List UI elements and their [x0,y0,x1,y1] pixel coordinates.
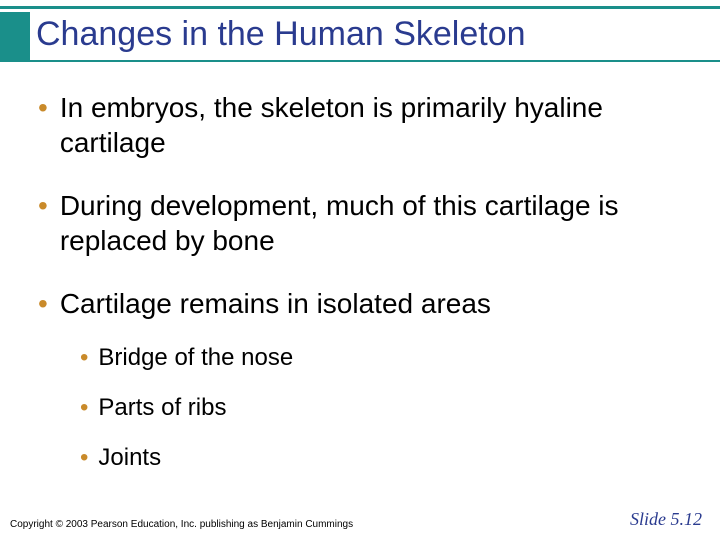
bullet-text: In embryos, the skeleton is primarily hy… [60,90,688,160]
slide-body: • In embryos, the skeleton is primarily … [38,90,688,493]
bullet-icon: • [38,286,48,321]
bullet-icon: • [80,443,88,473]
title-underline [0,60,720,62]
bullet-icon: • [80,393,88,423]
sub-bullet-item: • Bridge of the nose [80,343,688,373]
sub-bullet-item: • Joints [80,443,688,473]
bullet-text: Cartilage remains in isolated areas [60,286,491,321]
bullet-icon: • [38,90,48,125]
sub-bullet-text: Parts of ribs [98,393,226,423]
bullet-icon: • [38,188,48,223]
bullet-text: During development, much of this cartila… [60,188,688,258]
bullet-icon: • [80,343,88,373]
bullet-item: • Cartilage remains in isolated areas [38,286,688,321]
bullet-item: • In embryos, the skeleton is primarily … [38,90,688,160]
copyright-text: Copyright © 2003 Pearson Education, Inc.… [10,519,353,530]
slide-title: Changes in the Human Skeleton [36,15,526,54]
bullet-item: • During development, much of this carti… [38,188,688,258]
header-accent-block [0,12,30,60]
sub-bullet-item: • Parts of ribs [80,393,688,423]
sub-bullet-text: Joints [98,443,161,473]
header-top-line [0,6,720,9]
slide-number: Slide 5.12 [630,509,702,530]
sub-bullet-text: Bridge of the nose [98,343,293,373]
